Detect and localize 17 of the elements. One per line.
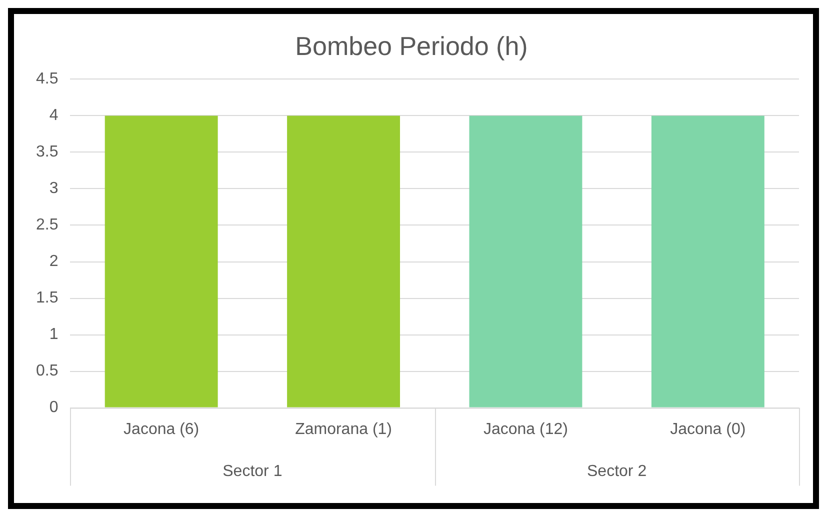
y-tick-label: 0.5 — [36, 362, 58, 380]
y-tick-label: 2.5 — [36, 216, 58, 234]
y-tick-label: 3 — [49, 180, 58, 198]
chart-title: Bombeo Periodo (h) — [295, 30, 528, 61]
x-tick-label: Zamorana (1) — [295, 420, 392, 438]
text: Sector 2 — [587, 463, 647, 480]
x-tick-label: Jacona (0) — [670, 420, 746, 438]
y-tick-label: 1.5 — [36, 290, 58, 307]
y-tick-label: 4.5 — [36, 70, 58, 88]
y-tick-label: 3.5 — [36, 144, 58, 161]
y-tick-label: 4 — [49, 107, 58, 124]
y-tick-label: 2 — [49, 253, 58, 270]
y-tick-label: 0 — [49, 399, 58, 416]
x-tick-label: Jacona (12) — [483, 420, 568, 438]
y-tick-label: 1 — [49, 326, 58, 344]
x-tick-label: Jacona (6) — [124, 420, 200, 438]
text: Sector 1 — [222, 463, 282, 480]
